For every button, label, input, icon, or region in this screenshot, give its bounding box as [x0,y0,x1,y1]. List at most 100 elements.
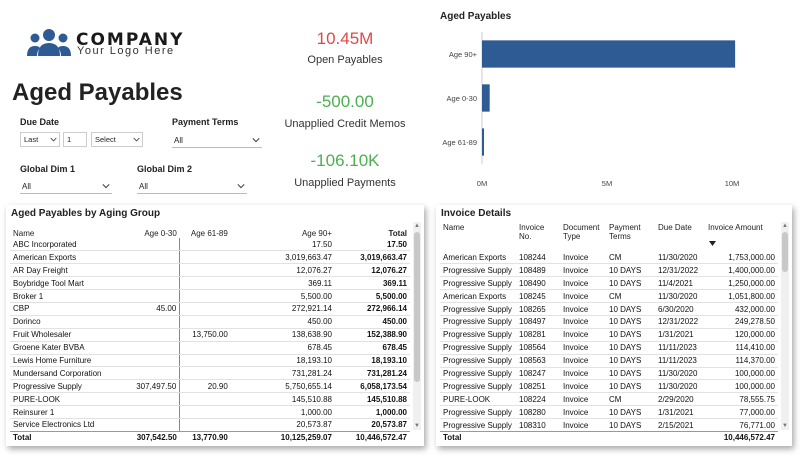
col-header-due-date[interactable]: Due Date [658,223,692,232]
table-cell: 678.45 [230,341,335,355]
col-header-age-61-89[interactable]: Age 61-89 [190,229,228,238]
table-row[interactable]: Boybridge Tool Mart 369.11 369.11 [10,276,410,291]
y-tick-label: Age 0-30 [447,94,477,103]
table-row[interactable]: American Exports 3,019,663.47 3,019,663.47 [10,250,410,265]
table-cell: Invoice [560,405,606,420]
table-cell: 100,000.00 [705,367,778,381]
table-row[interactable]: Progressive Supply 108265 Invoice 10 DAYS 6/… [440,302,778,316]
global-dim2-dropdown[interactable]: All [137,180,247,194]
table-cell: 2/15/2021 [655,418,705,432]
table-cell: 307,497.50 [120,379,181,394]
sort-descending-icon[interactable] [709,241,716,246]
table-row[interactable]: Progressive Supply 307,497.50 20.90 5,750,6… [10,379,410,394]
kpi-open-payables-value: 10.45M [316,29,374,48]
scroll-up-icon[interactable]: ▲ [414,223,420,229]
table-row[interactable]: Lewis Home Furniture 18,193.10 18,193.10 [10,354,410,368]
table-cell: PURE-LOOK [10,392,121,407]
due-date-period-select[interactable]: Last [20,132,60,147]
aging-total-total: 10,446,572.47 [334,431,410,443]
bar-age-61-89[interactable] [482,128,484,156]
table-row[interactable]: Progressive Supply 108310 Invoice 10 DAYS 2/… [440,418,778,432]
col-header-document-type[interactable]: Document Type [563,223,600,241]
table-cell [179,289,231,303]
table-row[interactable]: Service Electronics Ltd 20,573.87 20,573.8… [10,418,410,432]
table-cell: Invoice [560,354,606,368]
table-cell: 1/31/2021 [655,328,705,342]
col-header-invoice-no[interactable]: Invoice No. [519,223,545,241]
table-cell: Dorinco [10,315,121,329]
table-cell: 10 DAYS [606,405,655,420]
scroll-down-icon[interactable]: ▼ [414,423,420,429]
scroll-down-icon[interactable]: ▼ [782,423,788,429]
table-cell: American Exports [440,289,516,304]
col-header-total[interactable]: Total [388,229,407,238]
kpi-unapplied-credit-memos-label: Unapplied Credit Memos [284,118,406,130]
col-header-payment-terms[interactable]: Payment Terms [609,223,641,241]
table-row[interactable]: PURE-LOOK 108224 Invoice CM 2/29/2020 78,555.… [440,392,778,407]
table-row[interactable]: Progressive Supply 108489 Invoice 10 DAYS 12… [440,263,778,278]
table-cell: 10 DAYS [606,418,655,432]
table-cell [120,418,181,432]
table-cell: Invoice [560,341,606,355]
aging-scroll-thumb[interactable] [414,232,420,382]
table-row[interactable]: Progressive Supply 108490 Invoice 10 DAYS 11… [440,276,778,291]
table-cell: 77,000.00 [705,405,778,420]
table-row[interactable]: PURE-LOOK 145,510.88 145,510.88 [10,392,410,407]
global-dim1-dropdown[interactable]: All [20,180,112,194]
table-cell: 3,019,663.47 [334,250,410,265]
table-row[interactable]: Progressive Supply 108280 Invoice 10 DAYS 1/… [440,405,778,420]
table-row[interactable]: American Exports 108245 Invoice CM 11/30/202… [440,289,778,304]
aging-total-table: Total 307,542.50 13,770.90 10,125,259.07… [10,431,410,443]
table-cell: 13,750.00 [179,328,231,342]
invoice-total-blank [655,431,705,443]
scroll-up-icon[interactable]: ▲ [782,223,788,229]
table-row[interactable]: AR Day Freight 12,076.27 12,076.27 [10,263,410,278]
table-cell: 114,410.00 [705,341,778,355]
due-date-count-input[interactable]: 1 [63,132,87,147]
table-row[interactable]: Broker 1 5,500.00 5,500.00 [10,289,410,303]
table-row[interactable]: Dorinco 450.00 450.00 [10,315,410,329]
invoice-table-scrollbar[interactable]: ▲ ▼ [781,222,789,430]
table-row[interactable]: Progressive Supply 108564 Invoice 10 DAYS 11… [440,341,778,355]
table-cell: Progressive Supply [440,276,516,291]
table-row[interactable]: Progressive Supply 108563 Invoice 10 DAYS 11… [440,354,778,368]
table-row[interactable]: Progressive Supply 108281 Invoice 10 DAYS 1/… [440,328,778,342]
table-row[interactable]: Progressive Supply 108497 Invoice 10 DAYS 12… [440,315,778,329]
table-cell [179,366,231,381]
table-cell [120,276,181,291]
table-row[interactable]: Reinsurer 1 1,000.00 1,000.00 [10,405,410,419]
col-header-age-90-plus[interactable]: Age 90+ [301,229,332,238]
table-row[interactable]: CBP 45.00 272,921.14 272,966.14 [10,302,410,316]
table-cell: 108310 [516,418,560,432]
table-cell: 108265 [516,302,560,316]
table-cell: PURE-LOOK [440,392,516,407]
invoice-total-amount: 10,446,572.47 [705,431,778,443]
table-cell: Progressive Supply [440,315,516,329]
table-row[interactable]: Fruit Wholesaler 13,750.00 138,638.90 152,3… [10,328,410,342]
invoice-table-header: Name Invoice No. Document Type Payment T… [440,221,778,251]
invoice-scroll-thumb[interactable] [782,232,788,272]
col-header-age-0-30[interactable]: Age 0-30 [144,229,177,238]
col-header-name[interactable]: Name [443,223,465,232]
company-logo: COMPANY Your Logo Here [26,28,196,60]
col-header-invoice-amount[interactable]: Invoice Amount [705,221,778,251]
table-cell: 145,510.88 [230,392,335,407]
aging-table-scrollbar[interactable]: ▲ ▼ [413,222,421,430]
table-row[interactable]: American Exports 108244 Invoice CM 11/30/202… [440,251,778,265]
table-cell: 12,076.27 [334,263,410,278]
bar-age-0-30[interactable] [482,84,490,112]
bar-age-90-[interactable] [482,40,736,68]
table-row[interactable]: Progressive Supply 108247 Invoice 10 DAYS 11… [440,367,778,381]
table-row[interactable]: Mundersand Corporation 731,281.24 731,281.… [10,366,410,381]
col-header-name[interactable]: Name [13,229,35,238]
table-cell [120,250,181,265]
page-title: Aged Payables [12,79,183,106]
table-row[interactable]: Progressive Supply 108251 Invoice 10 DAYS 11… [440,379,778,394]
due-date-unit-select[interactable]: Select [91,132,143,147]
payment-terms-dropdown[interactable]: All [172,134,262,148]
table-cell: CM [606,289,655,304]
table-cell: 432,000.00 [705,302,778,316]
table-row[interactable]: Groene Kater BVBA 678.45 678.45 [10,341,410,355]
table-row[interactable]: ABC Incorporated 17.50 17.50 [10,238,410,252]
table-cell: Progressive Supply [440,405,516,420]
